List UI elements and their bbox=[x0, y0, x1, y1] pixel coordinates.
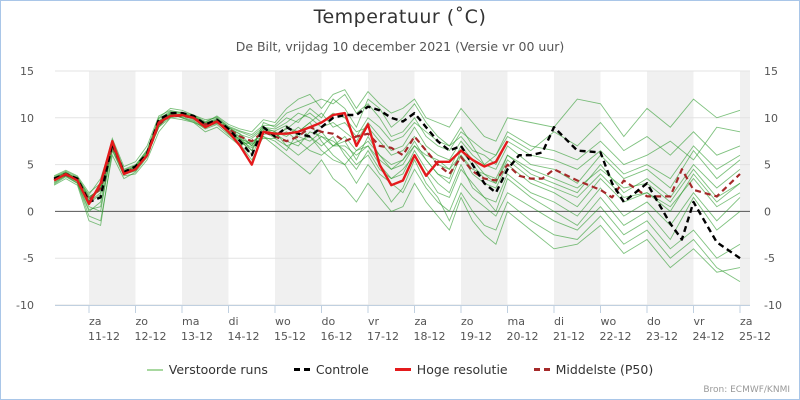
legend-label: Verstoorde runs bbox=[168, 362, 268, 377]
legend-swatch-median-icon bbox=[533, 368, 550, 371]
weekday-band bbox=[182, 71, 229, 305]
x-tick-dow: do bbox=[647, 315, 661, 328]
weekday-band bbox=[740, 71, 750, 305]
y-axis-right: 15 10 5 0 -5 -10 bbox=[764, 65, 782, 312]
x-tick-dow: wo bbox=[275, 315, 291, 328]
y-tick-label: 10 bbox=[20, 112, 34, 125]
series-line-hoge-resolutie bbox=[53, 111, 509, 206]
legend-label: Controle bbox=[315, 362, 369, 377]
x-tick-dow: di bbox=[554, 315, 564, 328]
x-tick-dow: za bbox=[415, 315, 428, 328]
weekday-band bbox=[89, 71, 136, 305]
x-tick-dow: di bbox=[229, 315, 239, 328]
legend-swatch-control-icon bbox=[293, 368, 310, 371]
x-tick-date: 11-12 bbox=[88, 330, 120, 343]
y-tick-label: 0 bbox=[764, 205, 771, 218]
x-tick-dow: za bbox=[89, 315, 102, 328]
x-tick-date: 12-12 bbox=[135, 330, 167, 343]
source-credit: Bron: ECMWF/KNMI bbox=[703, 385, 790, 395]
x-tick-date: 13-12 bbox=[181, 330, 213, 343]
y-tick-label: 10 bbox=[764, 112, 778, 125]
legend-swatch-highres-icon bbox=[394, 368, 411, 371]
x-tick-date: 17-12 bbox=[367, 330, 399, 343]
x-tick-dow: zo bbox=[461, 315, 474, 328]
x-tick-dow: za bbox=[740, 315, 753, 328]
x-tick-dow: ma bbox=[508, 315, 525, 328]
x-tick-date: 21-12 bbox=[553, 330, 585, 343]
x-tick-date: 14-12 bbox=[228, 330, 260, 343]
legend-item-verstoorde-runs[interactable]: Verstoorde runs bbox=[146, 362, 268, 377]
x-tick-date: 20-12 bbox=[507, 330, 539, 343]
legend-label: Hoge resolutie bbox=[416, 362, 508, 377]
x-tick-date: 23-12 bbox=[646, 330, 678, 343]
x-tick-date: 25-12 bbox=[739, 330, 771, 343]
weekday-band bbox=[368, 71, 415, 305]
ensemble-member-line bbox=[53, 117, 741, 227]
x-tick-date: 24-12 bbox=[693, 330, 725, 343]
x-tick-date: 19-12 bbox=[460, 330, 492, 343]
ensemble-member-line bbox=[53, 93, 741, 202]
y-tick-label: 5 bbox=[764, 159, 771, 172]
legend-item-hoge-resolutie[interactable]: Hoge resolutie bbox=[394, 362, 508, 377]
legend-item-middelste[interactable]: Middelste (P50) bbox=[533, 362, 654, 377]
y-tick-label: 15 bbox=[764, 65, 778, 78]
x-tick-dow: vr bbox=[694, 315, 706, 328]
legend: Verstoorde runs Controle Hoge resolutie … bbox=[0, 362, 800, 377]
weekday-band bbox=[461, 71, 508, 305]
x-tick-dow: do bbox=[322, 315, 336, 328]
x-axis: za 11-12 zo 12-12 ma 13-12 di 14-12 wo 15-12 do 16-… bbox=[55, 305, 771, 343]
x-tick-date: 16-12 bbox=[321, 330, 353, 343]
x-tick-date: 22-12 bbox=[600, 330, 632, 343]
weekday-bands bbox=[89, 71, 750, 305]
x-tick-dow: ma bbox=[182, 315, 199, 328]
x-tick-dow: vr bbox=[368, 315, 380, 328]
y-tick-label: 5 bbox=[27, 159, 34, 172]
chart-subtitle: De Bilt, vrijdag 10 december 2021 (Versi… bbox=[235, 39, 565, 54]
x-tick-date: 18-12 bbox=[414, 330, 446, 343]
legend-item-controle[interactable]: Controle bbox=[293, 362, 369, 377]
y-tick-label: 15 bbox=[20, 65, 34, 78]
y-tick-label: -5 bbox=[764, 252, 775, 265]
x-tick-date: 15-12 bbox=[274, 330, 306, 343]
x-tick-dow: wo bbox=[601, 315, 617, 328]
y-tick-label: -10 bbox=[16, 299, 34, 312]
chart-title: Temperatuur (˚C) bbox=[313, 6, 487, 28]
x-tick-dow: zo bbox=[136, 315, 149, 328]
weekday-band bbox=[275, 71, 322, 305]
main-series bbox=[53, 105, 741, 260]
legend-swatch-ensemble-icon bbox=[146, 368, 163, 371]
y-tick-label: -10 bbox=[764, 299, 782, 312]
y-tick-label: -5 bbox=[23, 252, 34, 265]
y-tick-label: 0 bbox=[27, 205, 34, 218]
legend-label: Middelste (P50) bbox=[555, 362, 654, 377]
y-axis-left: 15 10 5 0 -5 -10 bbox=[16, 65, 34, 312]
ensemble-member-line bbox=[53, 89, 741, 194]
